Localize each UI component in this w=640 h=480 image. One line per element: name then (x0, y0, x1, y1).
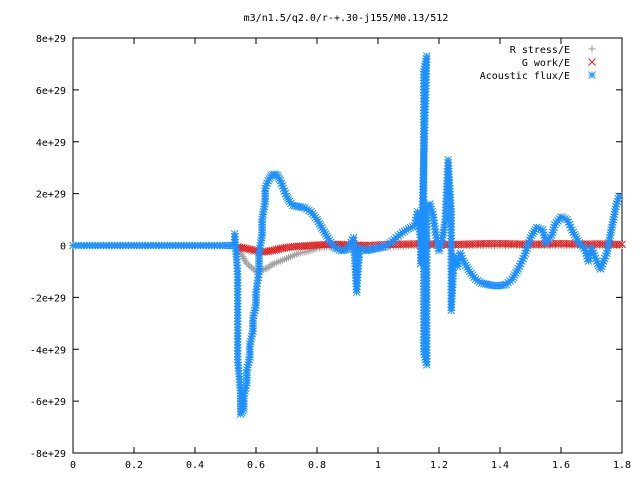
x-tick-label: 1.4 (491, 460, 509, 471)
series-acoustic-flux-e (69, 52, 623, 418)
y-tick-label: 4e+29 (36, 138, 66, 149)
data-point (263, 264, 271, 272)
data-point (250, 266, 258, 274)
y-tick-label: 8e+29 (36, 34, 66, 45)
y-tick-label: -8e+29 (30, 449, 66, 460)
x-tick-label: 1.6 (552, 460, 570, 471)
data-point (269, 260, 277, 268)
y-tick-label: -6e+29 (30, 397, 66, 408)
x-tick-label: 0.8 (308, 460, 326, 471)
data-point (267, 261, 275, 269)
x-tick-label: 1 (375, 460, 381, 471)
legend-label: Acoustic flux/E (480, 71, 570, 82)
data-point (322, 232, 331, 241)
y-tick-label: 0 (60, 242, 66, 253)
data-point (402, 226, 411, 234)
data-point (618, 242, 626, 249)
data-point (380, 242, 388, 251)
chart-title: m3/n1.5/q2.0/r-+.30-j155/M0.13/512 (244, 13, 449, 24)
data-point (261, 265, 269, 273)
y-tick-label: 6e+29 (36, 86, 66, 97)
data-point (618, 240, 626, 249)
data-series (69, 52, 626, 418)
y-tick-label: -4e+29 (30, 345, 66, 356)
data-point (615, 192, 623, 201)
y-tick-label: 2e+29 (36, 190, 66, 201)
x-axis-ticks: 0 0.2 0.4 0.6 0.8 1 1.2 1.4 1.6 1.8 (70, 38, 631, 471)
x-tick-label: 1.8 (613, 460, 631, 471)
data-point (615, 240, 624, 249)
x-tick-label: 1.2 (430, 460, 448, 471)
legend-label: R stress/E (510, 45, 570, 56)
legend-marker (588, 71, 596, 79)
data-point (382, 241, 390, 250)
legend-marker (588, 45, 596, 53)
x-tick-label: 0 (70, 460, 76, 471)
x-tick-label: 0.6 (247, 460, 265, 471)
x-tick-label: 0.2 (125, 460, 143, 471)
y-tick-label: -2e+29 (30, 293, 66, 304)
legend: R stress/E G work/E Acoustic flux/E (480, 45, 596, 82)
data-point (475, 277, 484, 286)
legend-marker (588, 58, 596, 66)
data-point (509, 273, 518, 281)
x-tick-label: 0.4 (186, 460, 204, 471)
legend-label: G work/E (522, 58, 570, 69)
